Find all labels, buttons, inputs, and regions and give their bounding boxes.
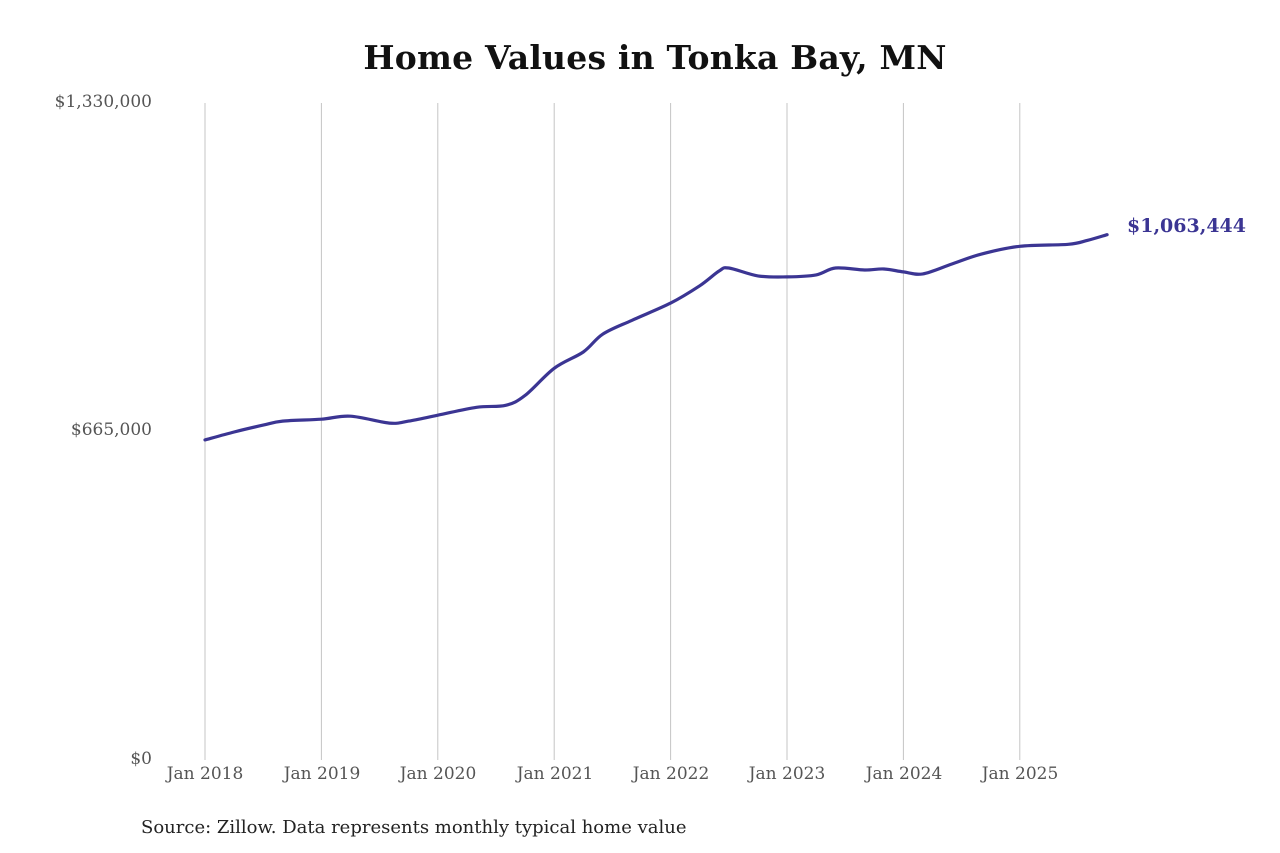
- x-tick-label: Jan 2022: [632, 764, 710, 784]
- y-tick-label-zero: $0: [130, 749, 152, 769]
- x-tick-label: Jan 2020: [399, 764, 477, 784]
- chart-title: Home Values in Tonka Bay, MN: [363, 38, 947, 77]
- x-tick-label: Jan 2018: [166, 764, 244, 784]
- x-tick-label: Jan 2023: [748, 764, 826, 784]
- y-tick-label-mid: $665,000: [70, 420, 152, 440]
- x-tick-label: Jan 2019: [283, 764, 361, 784]
- home-value-line: [203, 233, 1109, 442]
- x-tick-label: Jan 2025: [981, 764, 1059, 784]
- x-tick-label: Jan 2021: [516, 764, 594, 784]
- x-tick-label: Jan 2024: [865, 764, 943, 784]
- y-tick-label-max: $1,330,000: [54, 92, 152, 112]
- source-note: Source: Zillow. Data represents monthly …: [141, 817, 687, 838]
- vertical-gridlines: [204, 103, 1021, 760]
- latest-value-label: $1,063,444: [1127, 215, 1246, 237]
